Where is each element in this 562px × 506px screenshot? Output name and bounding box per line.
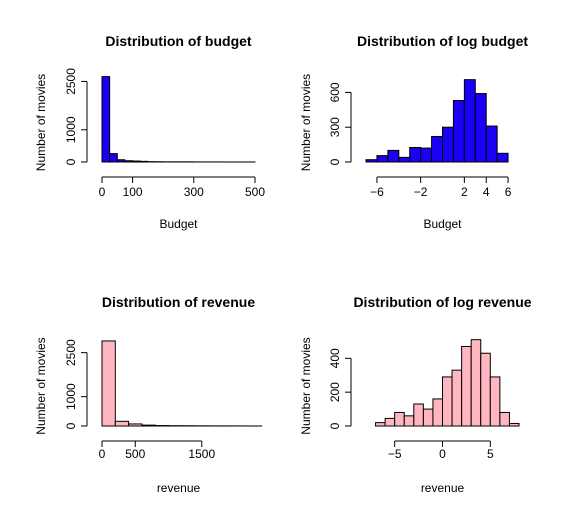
histogram-bar	[139, 160, 149, 163]
x-tick-label: −2	[414, 185, 428, 199]
histogram-bar	[375, 422, 386, 427]
chart-title: Distribution of budget	[105, 33, 252, 49]
histogram-panel-4: Distribution of log revenue 0 200 400 −5 0 5 re…	[299, 294, 532, 495]
y-tick-label: 2500	[64, 68, 78, 95]
y-tick-label: 400	[328, 348, 342, 368]
x-tick-label: −5	[388, 447, 402, 461]
x-tick-label: 500	[125, 447, 145, 461]
histogram-bar	[442, 126, 454, 163]
histogram-bar	[485, 125, 498, 163]
histogram-bar	[384, 417, 396, 427]
histogram-bar	[499, 411, 510, 427]
histogram-bar	[508, 422, 520, 427]
y-tick-label: 0	[64, 422, 78, 429]
y-tick-label: 200	[328, 382, 342, 402]
x-axis-label: revenue	[421, 481, 465, 495]
y-axis-label: Number of movies	[34, 337, 48, 434]
histogram-bar	[114, 420, 130, 427]
histogram-bar	[394, 411, 405, 427]
histogram-bar	[470, 339, 482, 427]
chart-title: Distribution of log budget	[357, 33, 528, 49]
histogram-bar	[420, 147, 433, 163]
y-tick-label: 1000	[64, 116, 78, 143]
y-tick-label: 2500	[64, 339, 78, 366]
chart-title: Distribution of revenue	[102, 294, 255, 310]
histogram-bar	[489, 376, 501, 427]
histogram-bar	[422, 408, 434, 427]
x-axis-label: Budget	[423, 217, 462, 231]
y-axis-label: Number of movies	[299, 337, 313, 434]
histogram-bar	[365, 159, 378, 163]
x-tick-label: 0	[439, 447, 446, 461]
histogram-bar	[101, 340, 116, 427]
histogram-bar	[101, 76, 111, 163]
histogram-bar	[141, 424, 156, 427]
y-axis-label: Number of movies	[299, 74, 313, 171]
chart-title: Distribution of log revenue	[353, 294, 531, 310]
histogram-bar	[387, 149, 400, 163]
histogram-bar	[128, 423, 143, 427]
x-axis-label: revenue	[157, 481, 201, 495]
x-tick-label: 6	[505, 185, 512, 199]
y-tick-label: 1000	[64, 383, 78, 410]
x-tick-label: 500	[245, 185, 265, 199]
histogram-bar	[132, 160, 141, 163]
histogram-bar	[442, 376, 453, 427]
histogram-bar	[403, 415, 415, 427]
histogram-bar	[432, 398, 443, 427]
histogram-panel-1: Distribution of budget 0 1000 2500 0 100 300 50…	[34, 33, 265, 231]
histogram-bar	[376, 155, 389, 163]
histogram-panel-3: Distribution of revenue 0 1000 2500 0 500 1500…	[34, 294, 263, 495]
histogram-bar	[431, 135, 444, 163]
histogram-bar	[109, 153, 118, 163]
x-tick-label: −6	[370, 185, 384, 199]
x-tick-label: 4	[483, 185, 490, 199]
x-axis-label: Budget	[159, 217, 198, 231]
histogram-panel-2: Distribution of log budget 0 300 600 −6 −2 2 4 6…	[299, 33, 528, 231]
histogram-bar	[124, 160, 134, 163]
x-tick-label: 100	[123, 185, 143, 199]
y-tick-label: 0	[328, 422, 342, 429]
histogram-bar	[480, 352, 491, 427]
histogram-bar	[398, 156, 411, 163]
x-tick-label: 0	[99, 185, 106, 199]
histogram-bar	[409, 147, 422, 163]
y-axis-label: Number of movies	[34, 74, 48, 171]
histogram-bar	[463, 79, 476, 163]
histogram-bar	[452, 100, 465, 163]
x-tick-label: 2	[461, 185, 468, 199]
histogram-bar	[413, 403, 424, 427]
y-tick-label: 0	[328, 158, 342, 165]
histogram-bar	[474, 93, 487, 163]
x-tick-label: 1500	[188, 447, 215, 461]
x-tick-label: 0	[99, 447, 106, 461]
y-tick-label: 300	[328, 117, 342, 137]
histogram-bar	[116, 159, 126, 163]
histogram-bar	[496, 152, 509, 163]
y-tick-label: 600	[328, 82, 342, 102]
histogram-bar	[451, 369, 463, 427]
x-tick-label: 5	[487, 447, 494, 461]
y-tick-label: 0	[64, 158, 78, 165]
histogram-bar	[461, 345, 472, 427]
x-tick-label: 300	[184, 185, 204, 199]
